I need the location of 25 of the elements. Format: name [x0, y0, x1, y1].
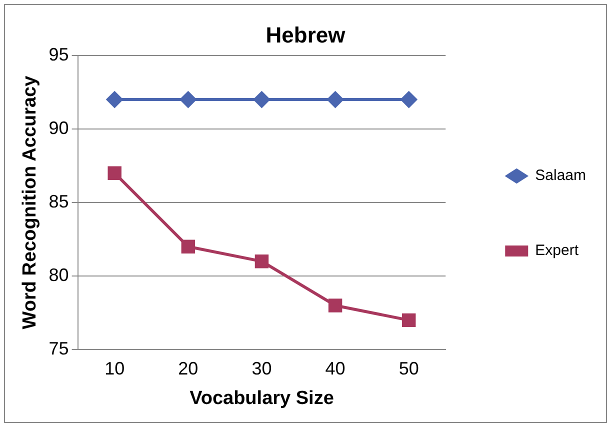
- y-tick-label: 75: [48, 338, 69, 359]
- chart-title: Hebrew: [266, 22, 346, 48]
- point: [254, 254, 269, 268]
- point: [181, 240, 196, 254]
- point: [108, 166, 122, 180]
- x-tick-label: 30: [252, 358, 272, 378]
- y-tick-label: 95: [48, 44, 69, 64]
- x-tick-label: 20: [178, 358, 198, 378]
- point: [400, 91, 418, 108]
- point: [326, 91, 344, 108]
- point: [253, 91, 270, 108]
- x-tick-label: 50: [398, 358, 419, 378]
- x-tick-label: 10: [104, 358, 125, 378]
- point: [402, 313, 416, 328]
- legend-label: Salaam: [535, 167, 586, 184]
- y-tick-label: 85: [48, 191, 69, 212]
- y-tick-label: 80: [48, 265, 69, 286]
- legend-label: Expert: [535, 242, 580, 260]
- x-axis-title: Vocabulary Size: [190, 388, 334, 409]
- point: [328, 298, 342, 312]
- point: [180, 91, 197, 108]
- y-tick-label: 90: [48, 118, 69, 138]
- y-axis-title: Word Recognition Accuracy: [20, 75, 41, 330]
- point: [106, 91, 124, 108]
- x-tick-label: 40: [325, 358, 346, 378]
